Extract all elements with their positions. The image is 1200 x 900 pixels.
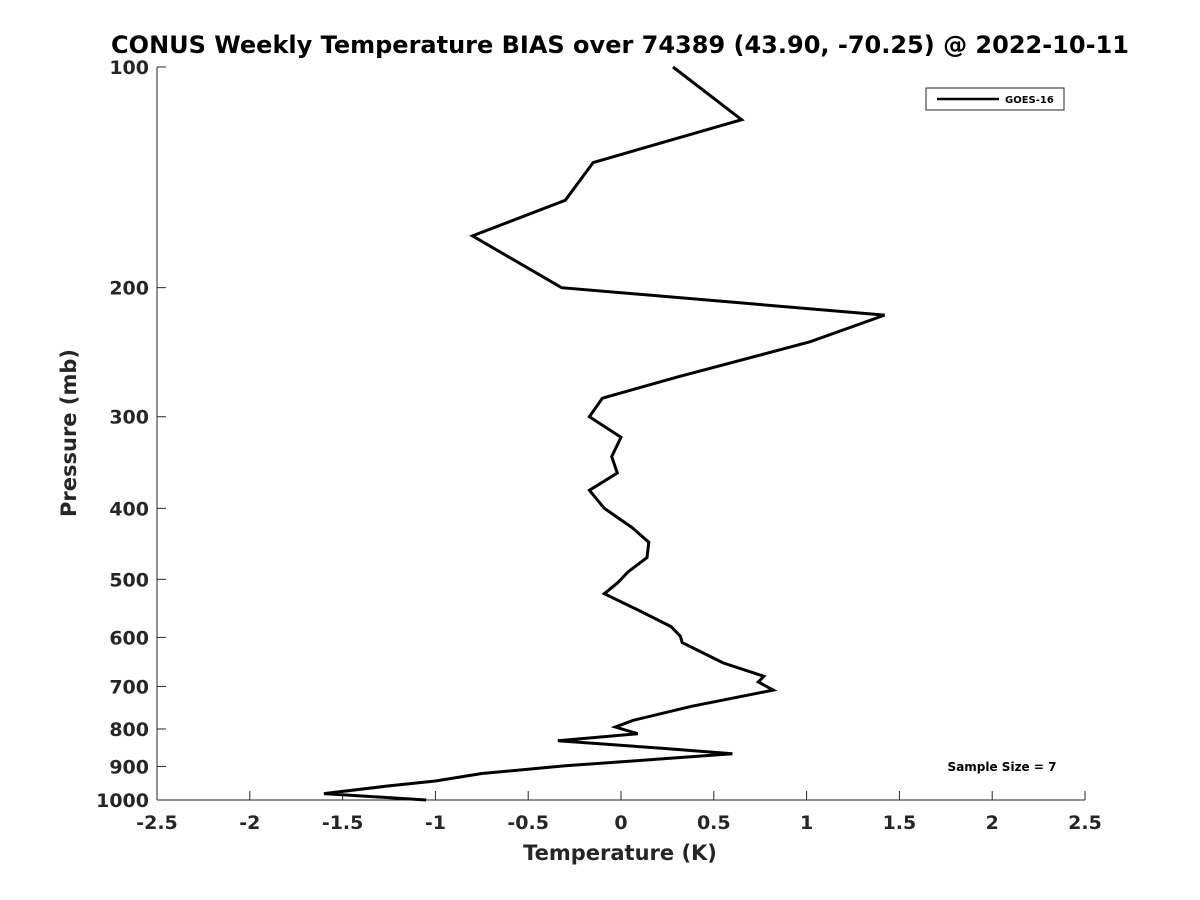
y-tick-label: 200 (109, 278, 149, 300)
legend: GOES-16 (925, 87, 1065, 111)
y-tick-label: 900 (109, 756, 149, 778)
y-tick-label: 500 (109, 569, 149, 591)
x-tick-label: 1.5 (883, 812, 917, 834)
x-tick-label: 2 (986, 812, 999, 834)
y-axis-ticks: 100 200 300 400 500 600 700 800 900 1000 (96, 57, 166, 812)
x-tick-label: -2 (239, 812, 260, 834)
y-tick-label: 600 (109, 627, 149, 649)
chart-title: CONUS Weekly Temperature BIAS over 74389… (111, 31, 1129, 59)
x-axis-label: Temperature (K) (523, 841, 717, 865)
y-tick-label: 700 (109, 676, 149, 698)
legend-label-goes-16: GOES-16 (1005, 95, 1054, 106)
series-layer (323, 65, 886, 802)
y-tick-label: 800 (109, 719, 149, 741)
x-tick-label: 0 (614, 812, 627, 834)
y-tick-label: 1000 (96, 790, 149, 812)
x-tick-label: -1.5 (322, 812, 364, 834)
y-tick-label: 300 (109, 407, 149, 429)
y-axis-label: Pressure (mb) (57, 349, 81, 517)
sample-size-annotation: Sample Size = 7 (948, 760, 1057, 774)
x-axis-ticks: -2.5 -2 -1.5 -1 -0.5 0 0.5 1 1.5 2 2.5 (136, 791, 1102, 834)
series-line-goes-16 (323, 65, 886, 802)
x-tick-label: 1 (800, 812, 813, 834)
plot-axes (156, 67, 1085, 801)
x-tick-label: 0.5 (697, 812, 731, 834)
x-tick-label: -2.5 (136, 812, 178, 834)
x-tick-label: -1 (425, 812, 446, 834)
y-tick-label: 400 (109, 498, 149, 520)
x-tick-label: 2.5 (1068, 812, 1102, 834)
y-tick-label: 100 (109, 57, 149, 79)
x-tick-label: -0.5 (507, 812, 549, 834)
